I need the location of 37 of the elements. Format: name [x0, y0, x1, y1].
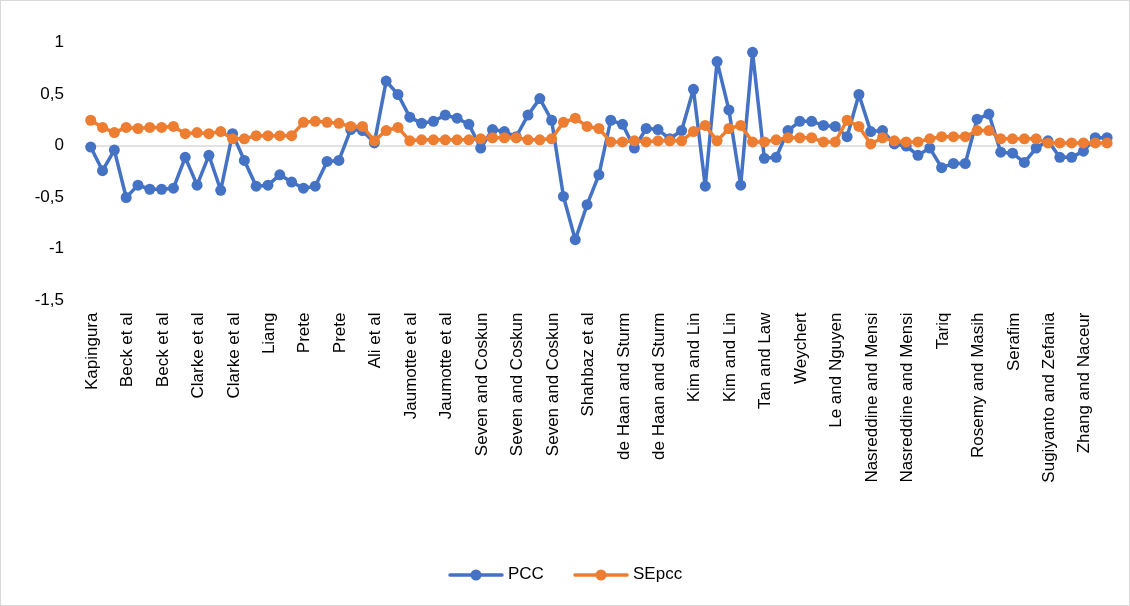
x-tick-label: de Haan and Sturm	[613, 312, 633, 460]
y-tick-label: 0,5	[40, 83, 64, 103]
y-tick-label: -1	[48, 238, 64, 258]
x-tick-label: Kim and Lin	[719, 312, 739, 403]
x-tick-label: Weychert	[790, 312, 810, 384]
x-tick-label: Ali et al	[365, 312, 385, 369]
x-tick-label: Serafim	[1003, 312, 1023, 372]
x-tick-label: Jaumotte et al	[436, 312, 456, 420]
x-tick-label: Tariq	[932, 312, 952, 350]
x-tick-label: Rosemy and Masih	[968, 312, 988, 459]
x-tick-label: Clarke et al	[188, 312, 208, 399]
x-tick-label: Sugiyanto and Zefania	[1039, 311, 1058, 483]
x-tick-label: Zhang and Naceur	[1074, 312, 1094, 454]
x-tick-label: Prete	[294, 312, 314, 354]
x-tick-label: Kim and Lin	[684, 312, 704, 403]
x-tick-label: de Haan and Sturm	[648, 312, 668, 460]
y-tick-label: -1,5	[34, 289, 64, 309]
x-tick-label: Shahbaz et al	[578, 312, 598, 417]
x-tick-label: Kapingura	[81, 311, 101, 391]
x-tick-label: Seven and Coskun	[542, 312, 562, 457]
x-tick-label: Jaumotte et al	[400, 312, 420, 420]
x-tick-label: Clarke et al	[223, 312, 243, 399]
x-tick-label: Le and Nguyen	[826, 312, 846, 428]
x-tick-label: Beck et al	[117, 312, 137, 388]
x-tick-label: Liang	[258, 312, 278, 355]
x-tick-label: Tan and Law	[755, 311, 775, 409]
y-tick-label: -0,5	[34, 186, 64, 206]
legend-label: SEpcc	[633, 564, 683, 584]
y-tick-label: 0	[54, 135, 64, 155]
x-tick-label: Beck et al	[152, 312, 172, 388]
x-tick-label: Nasreddine and Mensi	[861, 312, 881, 483]
legend-label: PCC	[508, 564, 544, 584]
x-tick-label: Seven and Coskun	[471, 312, 491, 457]
x-tick-label: Seven and Coskun	[507, 312, 527, 457]
x-tick-label: Nasreddine and Mensi	[897, 312, 917, 483]
x-tick-label: Prete	[329, 312, 349, 354]
y-tick-label: 1	[54, 32, 64, 52]
